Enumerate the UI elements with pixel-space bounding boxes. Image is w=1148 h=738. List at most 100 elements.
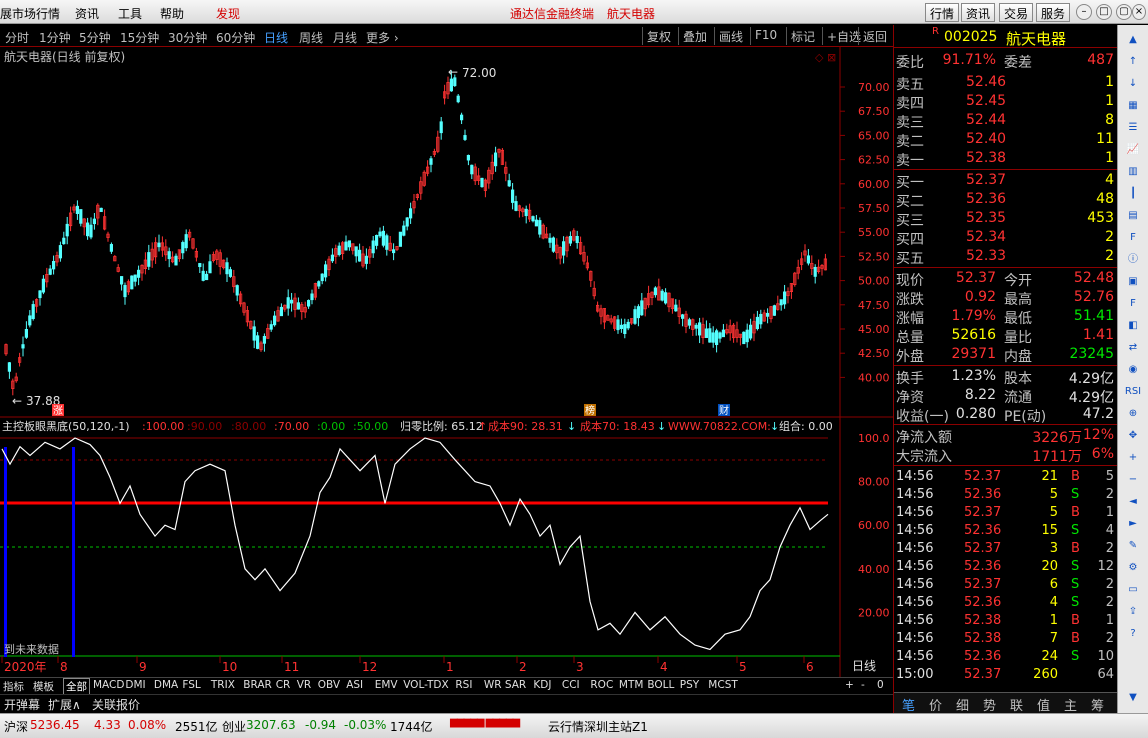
grid-icon[interactable]: ▦ (1128, 100, 1138, 111)
draw-button[interactable]: 画线 (714, 27, 747, 45)
scroll-down-icon[interactable]: ▼ (1129, 692, 1137, 703)
back-button[interactable]: 返回 (858, 27, 891, 45)
print-icon[interactable]: ▭ (1128, 584, 1138, 595)
indicator-tab[interactable]: MTM (618, 679, 644, 691)
settings-icon[interactable]: ⚙ (1128, 562, 1138, 573)
related-quote-button[interactable]: 关联报价 (92, 698, 141, 712)
period-tab[interactable]: 周线 (299, 31, 324, 45)
buy-level[interactable]: 买三 52.35 453 (894, 209, 1118, 229)
detail-tab[interactable]: 笔 (902, 699, 916, 714)
menu-tools[interactable]: 工具 (118, 7, 143, 21)
doc-icon[interactable]: ▣ (1128, 276, 1138, 287)
period-tab[interactable]: 分时 (5, 31, 30, 45)
danmaku-button[interactable]: 开弹幕 (4, 698, 41, 712)
detail-tab[interactable]: 值 (1037, 699, 1051, 714)
indicator-tab[interactable]: DMI (125, 679, 146, 691)
period-tab[interactable]: 1分钟 (39, 31, 71, 45)
cai-marker-icon[interactable] (718, 404, 730, 416)
indicator-tab[interactable]: EMV (374, 679, 398, 691)
restore-icon[interactable]: ▢ (1116, 4, 1132, 20)
period-tab[interactable]: 60分钟 (216, 31, 256, 45)
chart-option-icon[interactable]: ◇ ⊠ (815, 51, 836, 64)
add-favorite-button[interactable]: +自选 (822, 27, 865, 45)
detail-tab[interactable]: 势 (983, 699, 997, 714)
buy-level[interactable]: 买五 52.33 2 (894, 247, 1118, 267)
signal-icon[interactable]: ◉ (1128, 364, 1138, 375)
period-tab-active[interactable]: 日线 (264, 31, 289, 45)
menu-help[interactable]: 帮助 (160, 7, 185, 21)
chart-icon[interactable]: ◧ (1128, 320, 1138, 331)
zoom-icon[interactable]: ⊕ (1128, 408, 1138, 419)
indicator-tab[interactable]: BOLL (647, 679, 675, 691)
period-tab[interactable]: 5分钟 (79, 31, 111, 45)
f10-button[interactable]: F10 (750, 27, 781, 45)
fund-icon[interactable]: F (1130, 298, 1136, 309)
indicator-tab[interactable]: CR (275, 679, 291, 691)
indicator-tab[interactable]: 模板 (33, 681, 54, 693)
indicator-tab[interactable]: OBV (317, 679, 341, 691)
mark-button[interactable]: 标记 (786, 27, 819, 45)
kline-chart[interactable]: 航天电器(日线 前复权) ◇ ⊠ 70.00 67.50 65.00 62.50 60.… (0, 47, 893, 677)
line-chart-icon[interactable]: 📈 (1126, 144, 1140, 155)
detail-tab[interactable]: 主 (1064, 699, 1078, 714)
zoom-in-icon[interactable]: + (1128, 452, 1138, 463)
detail-tab[interactable]: 价 (929, 699, 943, 714)
up-arrow-icon[interactable]: ↑ (1128, 56, 1138, 67)
detail-tab[interactable]: 联 (1010, 699, 1024, 714)
indicator-tab[interactable]: VOL-TDX (403, 679, 449, 691)
indicator-tab[interactable]: FSL (182, 679, 201, 691)
menu-discover[interactable]: 发现 (216, 7, 241, 21)
sell-level[interactable]: 卖二 52.40 11 (894, 130, 1118, 150)
minimize-icon[interactable]: – (1076, 4, 1092, 20)
period-more[interactable]: 更多 › (366, 31, 399, 45)
detail-tab[interactable]: 筹 (1091, 699, 1105, 714)
help-icon[interactable]: ? (1130, 628, 1136, 639)
zoom-control[interactable]: - (861, 679, 865, 691)
detail-tab[interactable]: 细 (956, 699, 970, 714)
bang-marker-icon[interactable] (584, 404, 596, 416)
timeline-period[interactable]: 日线 (852, 659, 876, 673)
candle-icon[interactable]: ┃ (1129, 188, 1137, 199)
indicator-tab[interactable]: CCI (561, 679, 580, 691)
expand-button[interactable]: 扩展∧ (48, 698, 81, 712)
indicator-tab[interactable]: TRIX (210, 679, 235, 691)
menu-market[interactable]: 展市场行情 (0, 7, 61, 21)
overlay-button[interactable]: 叠加 (678, 27, 711, 45)
draw-icon[interactable]: ✎ (1128, 540, 1138, 551)
trade-tab-button[interactable]: 交易 (999, 3, 1034, 22)
zoom-out-icon[interactable]: − (1128, 474, 1138, 485)
rsi-icon[interactable]: RSI (1124, 386, 1142, 397)
indicator-tab[interactable]: RSI (455, 679, 473, 691)
indicator-tab[interactable]: ROC (590, 679, 614, 691)
bar-chart-icon[interactable]: ▥ (1128, 166, 1138, 177)
down-arrow-icon[interactable]: ↓ (1128, 78, 1138, 89)
quote-tab-button[interactable]: 行情 (925, 3, 960, 22)
indicator-tab[interactable]: 全部 (63, 678, 90, 695)
period-tab[interactable]: 月线 (333, 31, 358, 45)
indicator-tab[interactable]: SAR (504, 679, 527, 691)
indicator-tab[interactable]: KDJ (533, 679, 552, 691)
period-tab[interactable]: 30分钟 (168, 31, 208, 45)
sell-level[interactable]: 卖一 52.38 1 (894, 149, 1118, 169)
table-icon[interactable]: ▤ (1128, 210, 1138, 221)
indicator-tab[interactable]: 指标 (3, 681, 24, 693)
sell-level[interactable]: 卖五 52.46 1 (894, 73, 1118, 93)
menu-news[interactable]: 资讯 (75, 7, 100, 21)
server-name[interactable]: 云行情深圳主站Z1 (548, 720, 648, 734)
indicator-tab[interactable]: PSY (679, 679, 700, 691)
export-icon[interactable]: ⇪ (1128, 606, 1138, 617)
sell-level[interactable]: 卖三 52.44 8 (894, 111, 1118, 131)
period-tab[interactable]: 15分钟 (120, 31, 160, 45)
zhang-marker-icon[interactable] (52, 404, 64, 416)
zoom-control[interactable]: + (845, 679, 854, 691)
indicator-tab[interactable]: MCST (708, 679, 738, 691)
fuquan-button[interactable]: 复权 (642, 27, 675, 45)
indicator-tab[interactable]: BRAR (243, 679, 272, 691)
close-icon[interactable]: × (1132, 4, 1146, 20)
indicator-tab[interactable]: MACD (93, 679, 125, 691)
info-icon[interactable]: ⓘ (1128, 254, 1138, 265)
scroll-up-icon[interactable]: ▲ (1129, 34, 1137, 45)
buy-level[interactable]: 买一 52.37 4 (894, 171, 1118, 191)
indicator-tab[interactable]: ASI (346, 679, 364, 691)
indicator-tab[interactable]: WR (483, 679, 502, 691)
